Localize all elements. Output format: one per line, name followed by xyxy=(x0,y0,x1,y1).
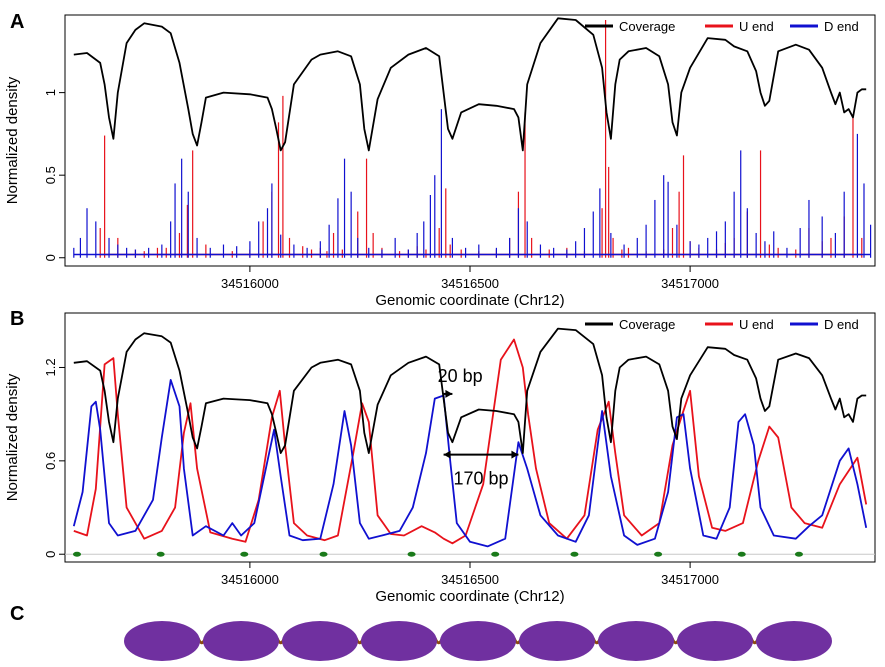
panel-a-x-axis-label: Genomic coordinate (Chr12) xyxy=(375,292,564,309)
panel-b-series-group xyxy=(72,327,868,548)
dyad-marker xyxy=(73,551,81,557)
dyad-marker xyxy=(240,551,249,557)
nucleosome xyxy=(361,621,437,661)
annotation-label: 20 bp xyxy=(438,366,483,386)
dyad-marker xyxy=(737,551,746,557)
legend-label-u-end: U end xyxy=(739,317,774,332)
panel-b-chart: 0 0.6 1.2 34516000 34516500 34517000 20 bp 17… xyxy=(4,312,876,605)
panel-b-dyad-markers xyxy=(73,551,803,557)
series-coverage-line xyxy=(73,327,867,455)
panel-b-y-axis-label: Normalized density xyxy=(4,373,21,501)
dyad-marker xyxy=(570,551,579,557)
panel-letter-a: A xyxy=(10,11,24,33)
nucleosome xyxy=(677,621,753,661)
legend-label-d-end: D end xyxy=(824,317,859,332)
panel-c-nucleosome-array xyxy=(124,621,832,661)
y-tick-label: 1.2 xyxy=(43,358,58,376)
y-tick-label: 0 xyxy=(43,254,58,261)
panel-a-y-axis-label: Normalized density xyxy=(4,76,21,204)
dyad-marker xyxy=(654,551,663,557)
annotation-20bp: 20 bp xyxy=(438,366,483,398)
panel-a-y-axis: 00.51 xyxy=(43,89,65,261)
x-tick-label: 34517000 xyxy=(661,276,719,291)
x-tick-label: 34516000 xyxy=(221,276,279,291)
y-tick-label: 0.5 xyxy=(43,166,58,184)
y-tick-label: 0 xyxy=(43,551,58,558)
y-tick-label: 0.6 xyxy=(43,452,58,470)
x-tick-label: 34517000 xyxy=(661,572,719,587)
dyad-marker xyxy=(156,551,165,557)
panel-a-legend: Coverage U end D end xyxy=(585,19,859,34)
dyad-marker xyxy=(319,551,328,557)
nucleosome xyxy=(124,621,200,661)
x-tick-label: 34516500 xyxy=(441,276,499,291)
nucleosome xyxy=(440,621,516,661)
legend-label-coverage: Coverage xyxy=(619,317,675,332)
legend-label-d-end: D end xyxy=(824,19,859,34)
annotation-arrowhead xyxy=(511,450,519,459)
panel-b-x-axis: 34516000 34516500 34517000 xyxy=(221,562,719,587)
nucleosome xyxy=(756,621,832,661)
panel-b-x-axis-label: Genomic coordinate (Chr12) xyxy=(375,588,564,605)
panel-b-annotations: 20 bp 170 bp xyxy=(438,366,519,489)
series-u-end-line xyxy=(73,338,868,545)
nucleosome xyxy=(598,621,674,661)
panel-a-series-group xyxy=(73,17,872,258)
panel-b-legend: Coverage U end D end xyxy=(585,317,859,332)
annotation-arrowhead xyxy=(445,389,453,398)
panel-a-frame xyxy=(64,14,876,267)
dyad-marker xyxy=(794,551,803,557)
dyad-marker xyxy=(491,551,500,557)
x-tick-label: 34516500 xyxy=(441,572,499,587)
series-coverage-line xyxy=(73,17,867,152)
panel-letter-b: B xyxy=(10,308,24,330)
series-d-end xyxy=(73,109,872,258)
y-tick-label: 1 xyxy=(43,89,58,96)
nucleosome xyxy=(519,621,595,661)
panel-b-y-axis: 0 0.6 1.2 xyxy=(43,358,65,558)
legend-label-u-end: U end xyxy=(739,19,774,34)
nucleosome xyxy=(203,621,279,661)
dyad-marker xyxy=(407,551,416,557)
nucleosome xyxy=(282,621,358,661)
annotation-arrowhead xyxy=(443,450,451,459)
x-tick-label: 34516000 xyxy=(221,572,279,587)
panel-a-chart: 00.51 34516000 34516500 34517000 Normalize… xyxy=(4,14,876,309)
panel-letter-c: C xyxy=(10,603,24,625)
legend-label-coverage: Coverage xyxy=(619,19,675,34)
panel-a-x-axis: 34516000 34516500 34517000 xyxy=(221,266,719,291)
annotation-170bp: 170 bp xyxy=(443,450,519,489)
annotation-label: 170 bp xyxy=(453,469,508,489)
